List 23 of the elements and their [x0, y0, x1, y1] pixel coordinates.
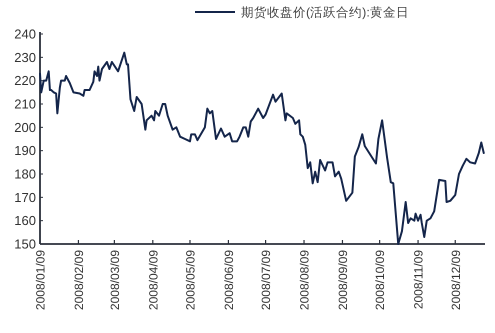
y-tick-label: 170 [14, 190, 36, 205]
x-tick-label: 2008/04/09 [146, 250, 160, 310]
y-tick-label: 160 [14, 213, 36, 228]
legend-label: 期货收盘价(活跃合约):黄金日 [241, 6, 409, 20]
x-tick-label: 2008/02/09 [72, 250, 86, 310]
x-tick-label: 2008/08/09 [298, 250, 312, 310]
y-tick-label: 240 [14, 26, 36, 42]
y-tick-label: 200 [14, 120, 36, 135]
y-tick-label: 210 [14, 96, 36, 112]
y-tick-label: 230 [14, 50, 36, 65]
x-tick-label: 2008/01/09 [34, 250, 48, 310]
x-tick-label: 2008/10/09 [373, 250, 388, 310]
y-tick-label: 150 [14, 236, 36, 252]
x-tick-label: 2008/05/09 [183, 250, 198, 310]
x-tick-label: 2008/11/09 [412, 250, 426, 310]
y-tick-label: 190 [14, 143, 36, 158]
x-tick-label: 2008/06/09 [222, 250, 236, 310]
x-tick-label: 2008/09/09 [336, 250, 350, 310]
y-tick-label: 180 [14, 166, 36, 182]
x-tick-label: 2008/03/09 [108, 250, 122, 310]
y-tick-label: 220 [14, 73, 36, 88]
x-tick-label: 2008/07/09 [259, 250, 274, 310]
x-tick-label: 2008/12/09 [448, 250, 463, 310]
